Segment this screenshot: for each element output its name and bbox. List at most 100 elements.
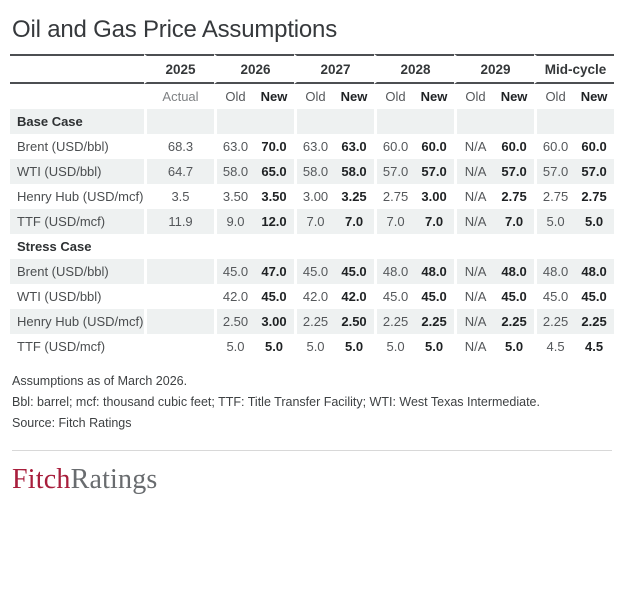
value-cell: 60.0 bbox=[501, 139, 527, 154]
value-cell: 45.0 bbox=[214, 259, 254, 284]
empty-cell bbox=[214, 109, 254, 134]
footnote-source: Source: Fitch Ratings bbox=[12, 416, 132, 430]
value-cell: 11.9 bbox=[144, 209, 214, 234]
year-header: 2025 bbox=[144, 54, 214, 84]
value-cell: 7.0 bbox=[334, 209, 375, 234]
page: Oil and Gas Price Assumptions 2025 2026 … bbox=[0, 16, 624, 496]
subheader-old: Old bbox=[294, 84, 334, 109]
value-cell: N/A bbox=[454, 334, 494, 359]
value-cell bbox=[144, 309, 214, 334]
table-row: Brent (USD/bbl) 68.3 63.0 70.0 63.0 63.0… bbox=[10, 134, 614, 159]
value-cell: 2.25 bbox=[294, 309, 335, 334]
value-cell: 2.75 bbox=[581, 189, 607, 204]
value-cell: 2.25 bbox=[534, 309, 575, 334]
empty-cell bbox=[374, 234, 414, 259]
year-header: Mid-cycle bbox=[534, 54, 615, 84]
footer-divider bbox=[12, 450, 612, 451]
section-header-row: Base Case bbox=[10, 109, 615, 134]
value-cell: N/A bbox=[454, 309, 495, 334]
value-cell: 47.0 bbox=[254, 259, 295, 284]
value-cell: 2.75 bbox=[374, 184, 414, 209]
value-cell: 45.0 bbox=[261, 289, 287, 304]
value-cell: 3.50 bbox=[214, 184, 254, 209]
value-cell: 3.25 bbox=[341, 189, 367, 204]
value-cell: 45.0 bbox=[374, 284, 414, 309]
value-cell: 7.0 bbox=[374, 209, 415, 234]
value-cell: 57.0 bbox=[374, 159, 415, 184]
page-title: Oil and Gas Price Assumptions bbox=[12, 16, 338, 43]
value-cell: N/A bbox=[454, 209, 495, 234]
table-row: Henry Hub (USD/mcf) 2.50 3.00 2.25 2.50 … bbox=[10, 309, 615, 334]
empty-cell bbox=[374, 109, 415, 134]
value-cell bbox=[144, 259, 214, 284]
value-cell: 45.0 bbox=[421, 289, 447, 304]
empty-cell bbox=[574, 234, 614, 259]
subheader-new: New bbox=[340, 89, 368, 104]
subheader-actual: Actual bbox=[144, 84, 214, 109]
footnote-abbreviations: Bbl: barrel; mcf: thousand cubic feet; T… bbox=[12, 395, 540, 409]
value-cell: 5.0 bbox=[505, 339, 524, 354]
value-cell: 2.50 bbox=[334, 309, 375, 334]
year-header: 2029 bbox=[454, 54, 535, 84]
value-cell: 5.0 bbox=[574, 209, 615, 234]
value-cell: 60.0 bbox=[534, 134, 574, 159]
value-cell: 5.0 bbox=[374, 334, 414, 359]
value-cell: 60.0 bbox=[421, 139, 447, 154]
empty-cell bbox=[534, 234, 574, 259]
corner-cell bbox=[10, 84, 144, 109]
row-label: WTI (USD/bbl) bbox=[10, 159, 144, 184]
value-cell: 7.0 bbox=[294, 209, 335, 234]
value-cell: 60.0 bbox=[581, 139, 607, 154]
value-cell: 9.0 bbox=[214, 209, 254, 234]
value-cell: N/A bbox=[454, 134, 494, 159]
empty-cell bbox=[534, 109, 575, 134]
empty-cell bbox=[144, 234, 214, 259]
empty-cell bbox=[214, 234, 254, 259]
value-cell: 2.25 bbox=[414, 309, 455, 334]
empty-cell bbox=[494, 234, 534, 259]
section-title: Base Case bbox=[10, 109, 144, 134]
value-cell: 65.0 bbox=[254, 159, 295, 184]
table-row: TTF (USD/mcf) 5.0 5.0 5.0 5.0 5.0 5.0 N/… bbox=[10, 334, 614, 359]
section-title: Stress Case bbox=[17, 239, 92, 254]
subheader-new: New bbox=[580, 89, 608, 104]
value-cell: 57.0 bbox=[494, 159, 535, 184]
empty-cell bbox=[294, 234, 334, 259]
value-cell: 48.0 bbox=[574, 259, 615, 284]
value-cell: 63.0 bbox=[294, 134, 334, 159]
value-cell: 3.00 bbox=[421, 189, 447, 204]
value-cell: 45.0 bbox=[534, 284, 574, 309]
empty-cell bbox=[254, 109, 295, 134]
value-cell: 64.7 bbox=[144, 159, 214, 184]
table-row: WTI (USD/bbl) 64.7 58.0 65.0 58.0 58.0 5… bbox=[10, 159, 615, 184]
subheader-new: New bbox=[260, 89, 288, 104]
value-cell: 68.3 bbox=[144, 134, 214, 159]
value-cell: 42.0 bbox=[214, 284, 254, 309]
value-cell: 2.25 bbox=[574, 309, 615, 334]
value-cell: 48.0 bbox=[534, 259, 575, 284]
empty-cell bbox=[144, 109, 214, 134]
value-cell: 3.00 bbox=[294, 184, 334, 209]
value-cell: 57.0 bbox=[574, 159, 615, 184]
logo-fitch-text: Fitch bbox=[12, 464, 71, 495]
value-cell: 42.0 bbox=[294, 284, 334, 309]
value-cell: 58.0 bbox=[334, 159, 375, 184]
year-header: 2028 bbox=[374, 54, 455, 84]
row-label: TTF (USD/mcf) bbox=[17, 339, 106, 354]
value-cell: N/A bbox=[454, 259, 495, 284]
subheader-new: New bbox=[500, 89, 528, 104]
year-header-row: 2025 2026 2027 2028 2029 Mid-cycle bbox=[10, 54, 615, 84]
subheader-old: Old bbox=[454, 84, 494, 109]
corner-cell bbox=[10, 54, 144, 84]
value-cell: N/A bbox=[454, 184, 494, 209]
value-cell: 12.0 bbox=[254, 209, 295, 234]
year-header: 2026 bbox=[214, 54, 295, 84]
value-cell bbox=[144, 334, 214, 359]
footnote-assumptions-date: Assumptions as of March 2026. bbox=[12, 374, 188, 388]
value-cell: 70.0 bbox=[261, 139, 287, 154]
value-cell: 45.0 bbox=[294, 259, 335, 284]
empty-cell bbox=[334, 234, 374, 259]
subheader-old: Old bbox=[214, 84, 254, 109]
value-cell: 4.5 bbox=[534, 334, 574, 359]
empty-cell bbox=[254, 234, 294, 259]
